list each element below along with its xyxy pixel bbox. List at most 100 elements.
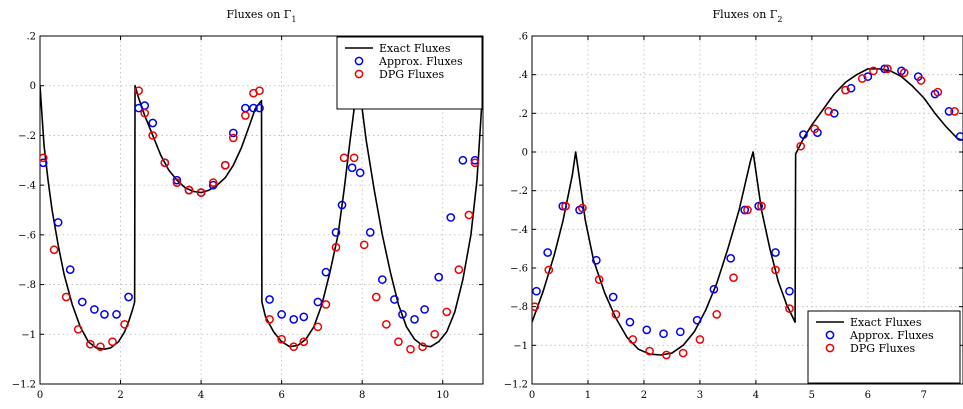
- dpg-flux-marker: [73, 324, 83, 334]
- dpg-flux-marker: [172, 178, 182, 188]
- dpg-flux-marker: [418, 342, 427, 352]
- legend-swatch-marker: [825, 330, 835, 340]
- dpg-flux-marker: [442, 307, 452, 317]
- approx-flux-marker: [659, 329, 668, 339]
- y-tick-label: −1.2: [504, 380, 528, 391]
- dpg-flux-marker: [241, 111, 250, 120]
- y-tick-label: −1: [513, 341, 528, 352]
- dpg-flux-marker: [532, 302, 540, 312]
- approx-flux-marker: [410, 315, 419, 324]
- approx-flux-marker: [420, 305, 429, 314]
- x-tick-label: 0: [37, 390, 43, 401]
- approx-flux-marker: [608, 292, 618, 302]
- dpg-flux-marker: [729, 273, 738, 283]
- dpg-flux-marker: [628, 335, 638, 344]
- approx-flux-marker: [112, 310, 121, 319]
- approx-flux-marker: [265, 295, 274, 304]
- approx-flux-marker: [77, 297, 87, 307]
- approx-flux-marker: [709, 284, 719, 294]
- y-tick-label: −1.2: [12, 380, 36, 391]
- approx-flux-marker: [642, 325, 652, 335]
- approx-flux-marker: [249, 103, 258, 113]
- dpg-flux-marker: [757, 201, 766, 211]
- x-tick-label: 4: [753, 390, 759, 401]
- y-tick-label: .4: [518, 70, 528, 81]
- approx-flux-marker: [470, 155, 480, 165]
- x-tick-label: 2: [641, 390, 647, 401]
- approx-flux-marker: [299, 312, 309, 322]
- approx-flux-marker: [355, 168, 365, 178]
- approx-flux-marker: [863, 72, 873, 81]
- chart-title: Fluxes on Γ1: [226, 8, 296, 24]
- approx-flux-marker: [313, 297, 323, 307]
- dpg-flux-marker: [40, 153, 48, 163]
- approx-flux-marker: [321, 267, 331, 277]
- chart-1: 0 2 4 6 8 10 .2 0 −.2 −.4 −.6 −.8 −1 −1.2 Fluxes on Γ1…: [12, 8, 484, 401]
- approx-flux-marker: [337, 200, 347, 210]
- approx-flux-marker: [829, 108, 839, 118]
- y-tick-label: −.6: [510, 264, 528, 275]
- approx-flux-marker: [955, 132, 963, 141]
- legend-swatch-marker: [825, 343, 835, 353]
- dpg-flux-marker: [255, 86, 264, 96]
- approx-flux-marker: [944, 107, 954, 116]
- dpg-flux-marker: [49, 245, 59, 255]
- approx-flux-marker: [100, 310, 109, 319]
- approx-flux-marker: [53, 218, 63, 227]
- approx-flux-marker: [65, 265, 75, 275]
- approx-flux-marker: [625, 317, 635, 327]
- dpg-flux-marker: [277, 334, 286, 344]
- y-tick-label: 0: [522, 148, 528, 159]
- dpg-flux-marker: [184, 185, 194, 195]
- legend-label: DPG Fluxes: [850, 342, 915, 355]
- legend-label: Exact Fluxes: [850, 316, 922, 329]
- dpg-flux-marker: [869, 66, 878, 76]
- dpg-flux-marker: [228, 133, 238, 143]
- legend-label: Approx. Fluxes: [378, 55, 463, 68]
- approx-flux-marker: [592, 255, 601, 265]
- dpg-flux-marker: [148, 131, 158, 140]
- dpg-flux-marker: [810, 124, 820, 134]
- legend-label: Exact Fluxes: [379, 42, 451, 55]
- dpg-flux-marker: [430, 329, 440, 339]
- approx-flux-marker: [398, 310, 407, 319]
- dpg-flux-marker: [85, 339, 95, 349]
- x-tick-label: 4: [198, 390, 204, 401]
- approx-flux-marker: [740, 205, 750, 215]
- axes-frame: [531, 35, 963, 385]
- approx-flux-marker: [390, 295, 399, 304]
- dpg-flux-marker: [678, 348, 688, 358]
- approx-flux-marker: [148, 118, 158, 128]
- y-tick-label: −.2: [18, 131, 36, 142]
- x-tick-label: 7: [921, 390, 927, 401]
- dpg-flux-marker: [611, 310, 621, 319]
- dpg-flux-marker: [331, 242, 341, 252]
- dpg-flux-marker: [661, 350, 671, 360]
- y-tick-label: .2: [26, 32, 36, 43]
- approx-flux-marker: [846, 83, 856, 93]
- y-tick-label: .6: [518, 32, 528, 43]
- dpg-flux-marker: [220, 160, 230, 170]
- y-tick-label: .2: [518, 109, 528, 120]
- approx-flux-marker: [458, 155, 468, 165]
- dpg-flux-marker: [160, 158, 170, 168]
- x-tick-label: 10: [436, 390, 449, 401]
- legend-swatch-marker: [354, 69, 364, 79]
- dpg-flux-marker: [454, 265, 464, 275]
- approx-flux-marker: [532, 286, 541, 296]
- axes-frame: [39, 35, 484, 385]
- x-tick-label: 0: [529, 390, 535, 401]
- x-tick-label: 5: [809, 390, 815, 401]
- dpg-flux-marker: [61, 292, 71, 302]
- dpg-flux-marker: [883, 64, 892, 74]
- dpg-flux-marker: [841, 85, 850, 95]
- approx-flux-marker: [90, 305, 99, 314]
- dpg-flux-marker: [339, 153, 349, 163]
- dpg-flux-marker: [321, 300, 331, 309]
- legend-label: Approx. Fluxes: [849, 329, 934, 342]
- y-tick-label: −.6: [18, 230, 36, 241]
- dpg-flux-marker: [544, 265, 554, 275]
- approx-flux-marker: [434, 272, 444, 282]
- dpg-flux-marker: [313, 322, 323, 332]
